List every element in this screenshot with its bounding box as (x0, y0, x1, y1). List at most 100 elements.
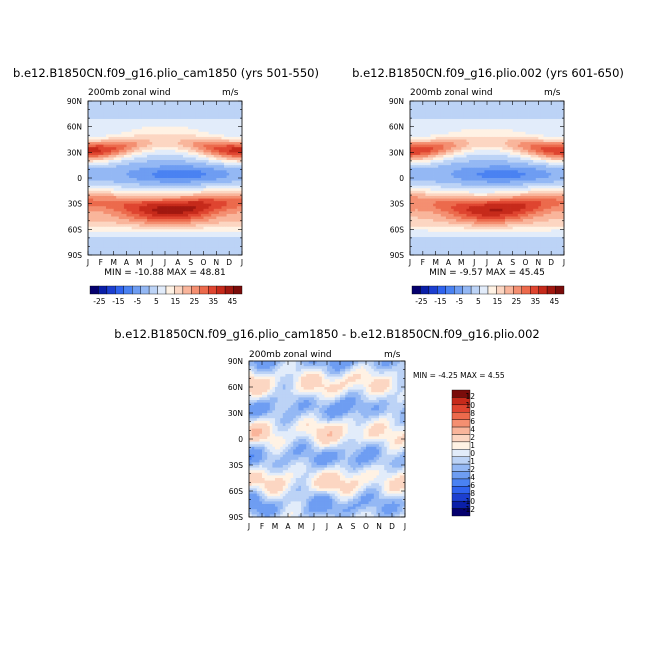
field-cell (237, 245, 240, 248)
field-cell (237, 234, 240, 237)
field-cell (423, 109, 426, 112)
field-cell (119, 165, 122, 168)
field-cell (198, 191, 201, 194)
field-cell (211, 111, 214, 114)
field-cell (142, 201, 145, 204)
field-cell (201, 106, 204, 109)
field-cell (433, 122, 436, 125)
field-cell (543, 101, 546, 104)
field-cell (157, 165, 160, 168)
field-cell (98, 173, 101, 176)
field-cell (111, 111, 114, 114)
field-cell (227, 127, 230, 130)
field-cell (482, 150, 485, 153)
field-cell (188, 188, 191, 191)
field-cell (96, 188, 99, 191)
field-cell (216, 142, 219, 145)
field-cell (219, 160, 222, 163)
field-cell (413, 111, 416, 114)
field-cell (144, 116, 147, 119)
field-cell (487, 116, 490, 119)
field-cell (418, 114, 421, 117)
field-cell (127, 199, 130, 202)
field-cell (510, 122, 513, 125)
field-cell (160, 140, 163, 143)
field-cell (543, 150, 546, 153)
field-cell (191, 122, 194, 125)
field-cell (201, 165, 204, 168)
field-cell (147, 237, 150, 240)
field-cell (144, 229, 147, 232)
field-cell (114, 155, 117, 158)
panel-1-x-label-1: F (99, 258, 103, 267)
field-cell (198, 122, 201, 125)
field-cell (423, 155, 426, 158)
field-cell (103, 247, 106, 250)
field-cell (237, 247, 240, 250)
field-cell (147, 109, 150, 112)
field-cell (211, 140, 214, 143)
field-cell (155, 132, 158, 135)
field-cell (198, 134, 201, 137)
field-cell (111, 232, 114, 235)
field-cell (229, 155, 232, 158)
field-cell (139, 116, 142, 119)
field-cell (144, 163, 147, 166)
field-cell (96, 186, 99, 189)
field-cell (155, 242, 158, 245)
field-cell (134, 211, 137, 214)
field-cell (237, 178, 240, 181)
field-cell (209, 175, 212, 178)
field-cell (180, 140, 183, 143)
field-cell (438, 155, 441, 158)
field-cell (214, 196, 217, 199)
field-cell (162, 245, 165, 248)
field-cell (147, 211, 150, 214)
field-cell (114, 193, 117, 196)
field-cell (418, 101, 421, 104)
field-cell (502, 142, 505, 145)
field-cell (173, 160, 176, 163)
field-cell (132, 250, 135, 253)
field-cell (129, 237, 132, 240)
field-cell (109, 147, 112, 150)
field-cell (449, 142, 452, 145)
field-cell (469, 114, 472, 117)
field-cell (137, 201, 140, 204)
field-cell (431, 134, 434, 137)
field-cell (464, 104, 467, 107)
field-cell (191, 237, 194, 240)
field-cell (103, 170, 106, 173)
field-cell (124, 175, 127, 178)
field-cell (201, 142, 204, 145)
field-cell (428, 145, 431, 148)
field-cell (415, 137, 418, 140)
field-cell (183, 222, 186, 225)
field-cell (232, 240, 235, 243)
field-cell (101, 232, 104, 235)
field-cell (209, 157, 212, 160)
field-cell (139, 129, 142, 132)
field-cell (183, 229, 186, 232)
field-cell (114, 111, 117, 114)
field-cell (150, 114, 153, 117)
field-cell (495, 111, 498, 114)
field-cell (526, 127, 529, 130)
field-cell (168, 122, 171, 125)
field-cell (173, 211, 176, 214)
field-cell (229, 242, 232, 245)
field-cell (216, 104, 219, 107)
field-cell (198, 232, 201, 235)
field-cell (168, 237, 171, 240)
field-cell (142, 199, 145, 202)
field-cell (232, 181, 235, 184)
field-cell (109, 142, 112, 145)
field-cell (137, 183, 140, 186)
field-cell (492, 106, 495, 109)
field-cell (170, 157, 173, 160)
field-cell (216, 196, 219, 199)
field-cell (175, 116, 178, 119)
field-cell (495, 129, 498, 132)
field-cell (137, 127, 140, 130)
field-cell (162, 124, 165, 127)
